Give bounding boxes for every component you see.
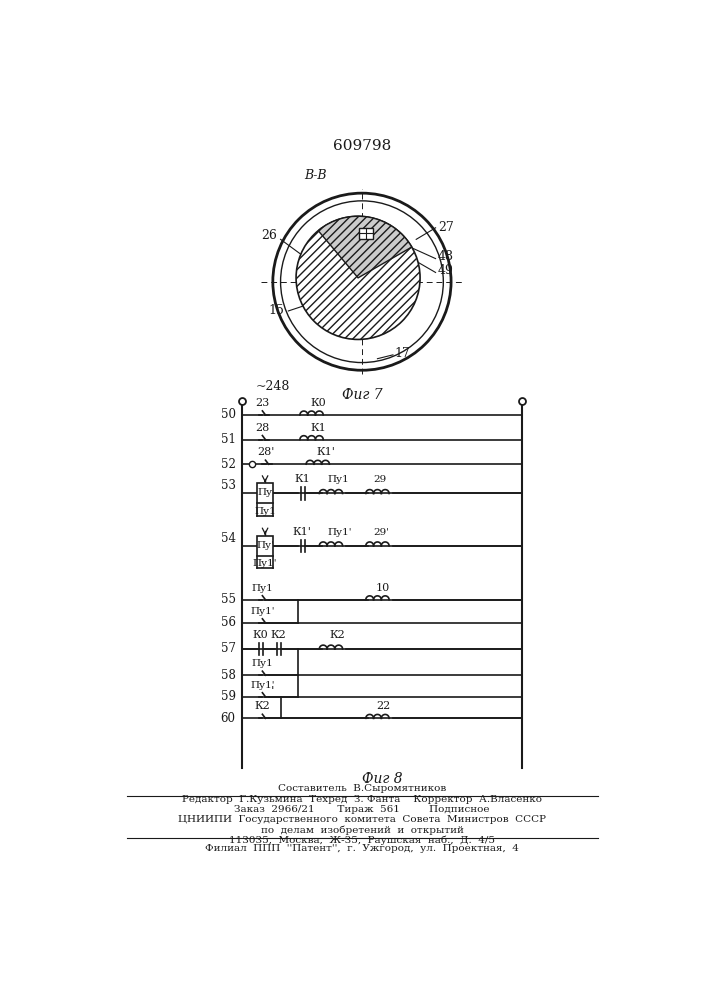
- Text: 51: 51: [221, 433, 235, 446]
- Text: Редактор  Г.Кузьмина  Техред  З. Фанта    Корректор  А.Власенко: Редактор Г.Кузьмина Техред З. Фанта Корр…: [182, 795, 542, 804]
- Text: Пу': Пу': [256, 541, 274, 550]
- Text: 17: 17: [395, 347, 410, 360]
- Ellipse shape: [296, 216, 420, 339]
- Text: 22: 22: [376, 701, 390, 711]
- Text: ': ': [271, 685, 274, 698]
- Text: К0: К0: [310, 398, 326, 408]
- Text: ~248: ~248: [256, 380, 290, 393]
- Text: 55: 55: [221, 593, 235, 606]
- Text: Пу1: Пу1: [255, 507, 276, 516]
- Text: 53: 53: [221, 479, 235, 492]
- Text: 58: 58: [221, 669, 235, 682]
- Text: 10: 10: [376, 583, 390, 593]
- Text: 23: 23: [256, 398, 270, 408]
- Text: 28': 28': [257, 447, 274, 457]
- Text: 15: 15: [269, 304, 284, 317]
- Text: 28: 28: [256, 423, 270, 433]
- Text: К1': К1': [293, 527, 312, 537]
- Text: К1: К1: [310, 423, 326, 433]
- Text: К1': К1': [316, 447, 335, 457]
- Text: 26: 26: [261, 229, 276, 242]
- Text: Пу1: Пу1: [252, 659, 274, 668]
- Text: 113035,  Москва,  Ж-35,  Раушская  наб.,  Д.  4/5: 113035, Москва, Ж-35, Раушская наб., Д. …: [229, 835, 495, 845]
- Text: ЦНИИПИ  Государственного  комитета  Совета  Министров  СССР: ЦНИИПИ Государственного комитета Совета …: [178, 815, 546, 824]
- Text: Заказ  2966/21       Тираж  561         Подписное: Заказ 2966/21 Тираж 561 Подписное: [234, 805, 490, 814]
- Text: Пу1': Пу1': [327, 528, 351, 537]
- Text: 60: 60: [221, 712, 235, 725]
- Text: Пу1: Пу1: [327, 475, 349, 484]
- Text: 57: 57: [221, 642, 235, 655]
- Text: Пу1: Пу1: [252, 584, 274, 593]
- Text: К2: К2: [329, 630, 345, 640]
- Text: Филиал  ППП  ''Патент'',  г.  Ужгород,  ул.  Проектная,  4: Филиал ППП ''Патент'', г. Ужгород, ул. П…: [205, 844, 519, 853]
- Ellipse shape: [281, 201, 443, 363]
- Text: В-В: В-В: [304, 169, 327, 182]
- Text: Пу1': Пу1': [250, 607, 275, 616]
- Text: 29: 29: [373, 475, 387, 484]
- Text: 52: 52: [221, 458, 235, 471]
- Text: К1: К1: [294, 474, 310, 484]
- Text: по  делам  изобретений  и  открытий: по делам изобретений и открытий: [260, 825, 463, 835]
- Text: Составитель  В.Сыромятников: Составитель В.Сыромятников: [278, 784, 446, 793]
- Text: К2: К2: [270, 630, 286, 640]
- Text: К2: К2: [255, 701, 271, 711]
- Text: Пу1': Пу1': [250, 681, 275, 690]
- Text: К0: К0: [252, 630, 268, 640]
- Text: 48: 48: [438, 250, 454, 263]
- Text: Фиг 8: Фиг 8: [362, 772, 402, 786]
- Bar: [257, 483, 273, 503]
- Bar: [359, 228, 373, 239]
- Text: 609798: 609798: [333, 139, 391, 153]
- Text: 50: 50: [221, 408, 235, 421]
- Wedge shape: [318, 216, 411, 278]
- Bar: [257, 536, 273, 556]
- Text: 27: 27: [438, 221, 454, 234]
- Text: 49: 49: [438, 264, 454, 277]
- Text: 54: 54: [221, 532, 235, 545]
- Text: Пу1': Пу1': [253, 559, 277, 568]
- Text: Пу: Пу: [257, 488, 273, 497]
- Text: 29': 29': [373, 528, 390, 537]
- Text: 59: 59: [221, 690, 235, 703]
- Text: 56: 56: [221, 616, 235, 629]
- Text: Фиг 7: Фиг 7: [341, 388, 382, 402]
